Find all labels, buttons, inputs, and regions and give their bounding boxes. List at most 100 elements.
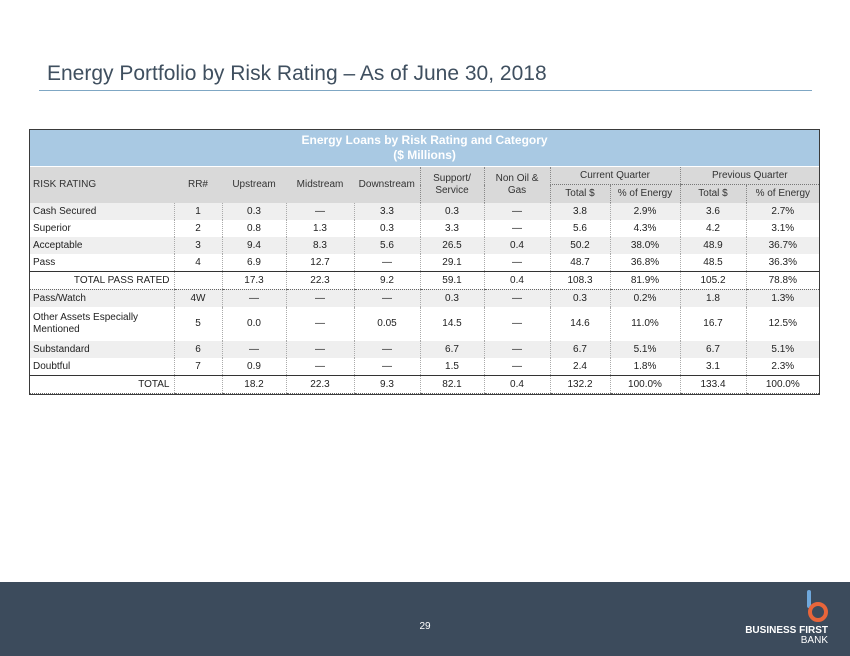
table-cell: 2.7% [745,202,820,220]
table-cell: 38.0% [609,236,680,254]
header-risk-rating: RISK RATING [30,166,174,203]
table-cell: 105.2 [679,270,746,290]
table-cell: 5.1% [745,340,820,358]
table-cell: — [285,306,354,341]
table-cell: 8.3 [285,236,354,254]
row-label: TOTAL PASS RATED [30,270,174,290]
header-previous-pct: % of Energy [745,184,820,203]
table-cell: 29.1 [419,253,484,271]
header-midstream: Midstream [286,166,354,203]
table-cell: — [285,202,354,220]
table-cell: — [483,219,550,237]
table-row: Superior 2 0.8 1.3 0.3 3.3—5.6 4.3% 4.2 3.1% [30,219,820,237]
table-cell: 11.0% [609,306,680,341]
table-cell: 48.7 [549,253,610,271]
row-label: Superior [33,222,71,234]
header-upstream: Upstream [222,166,286,203]
table-cell: 12.7 [285,253,354,271]
table-cell: 3.3 [419,219,484,237]
table-cell: 0.4 [483,374,550,394]
table-cell: 5 [173,306,222,341]
table-cell: 108.3 [549,270,610,290]
table-cell: 0.4 [483,270,550,290]
table-cell: 0.3 [353,219,420,237]
table-cell: 0.3 [419,202,484,220]
table-cell: 9.2 [353,270,420,290]
table-cell: 4W [173,289,222,307]
table-cell: 3.1% [745,219,820,237]
header-current-total: Total $ [549,184,610,203]
table-cell: 22.3 [285,374,354,394]
table-cell: 132.2 [549,374,610,394]
table-cell: 6.7 [549,340,610,358]
page-title: Energy Portfolio by Risk Rating – As of … [47,62,547,85]
table-cell: 1.8 [679,289,746,307]
table-cell: 50.2 [549,236,610,254]
table-row: TOTAL 18.2 22.3 9.3 82.1 0.4 132.2 100.0% 133.4 1… [30,374,820,394]
table-cell: 36.8% [609,253,680,271]
table-cell: 0.8 [221,219,286,237]
table-cell: 100.0% [609,374,680,394]
table-cell: 4 [173,253,222,271]
table-cell: 3.8 [549,202,610,220]
table-row: Cash Secured 1 0.3—3.3 0.3—3.8 2.9% 3.6 2.7% [30,202,820,220]
b-logo-icon [807,590,828,622]
table-cell: — [221,289,286,307]
table-cell: 7 [173,357,222,375]
table-cell: 82.1 [419,374,484,394]
table-cell: — [483,340,550,358]
table-cell [173,374,222,394]
table-cell: 100.0% [745,374,820,394]
table-row: Acceptable 3 9.4 8.3 5.6 26.5 0.4 50.2 38.0% 48.9… [30,236,820,254]
table-cell: 78.8% [745,270,820,290]
banner-subtitle: ($ Millions) [393,148,456,162]
table-cell: 14.6 [549,306,610,341]
table-cell: 0.3 [549,289,610,307]
table-cell: 133.4 [679,374,746,394]
table-cell: — [353,340,420,358]
table-cell: 1.3% [745,289,820,307]
header-rr: RR# [174,166,222,203]
table-cell [173,270,222,290]
table-cell: — [483,357,550,375]
table-cell: — [483,306,550,341]
page-number: 29 [419,621,431,632]
table-cell: 5.1% [609,340,680,358]
table-body: Cash Secured 1 0.3—3.3 0.3—3.8 2.9% 3.6 2.7% Su… [30,202,820,394]
table-cell: 0.3 [221,202,286,220]
bank-logo-text: BUSINESS FIRST BANK [720,626,828,646]
logo-sub-text: BANK [800,635,828,646]
header-nonoil-line2: Gas [507,184,527,196]
row-label: Substandard [30,340,174,358]
table-cell: — [483,289,550,307]
table-cell: 0.2% [609,289,680,307]
table-cell: 0.05 [353,306,420,341]
header-current-pct: % of Energy [609,184,680,203]
logo-main-text: BUSINESS FIRST [745,625,828,636]
table-cell: 2.9% [609,202,680,220]
table-cell: 12.5% [745,306,820,341]
table-row: Doubtful 7 0.9— —1.5—2.4 1.8% 3.1 2.3% [30,357,820,375]
table-cell: 81.9% [609,270,680,290]
banner-title: Energy Loans by Risk Rating and Category [301,133,548,147]
table-cell: 2 [173,219,222,237]
table-cell: — [285,289,354,307]
table-row: Pass/Watch 4W — — —0.3—0.3 0.2% 1.8 1.3% [30,289,820,307]
table-cell: 0.3 [419,289,484,307]
table-row: Other Assets Especially Mentioned 5 0.0—0.… [30,306,820,341]
table-cell: 9.4 [221,236,286,254]
table-cell: 3.3 [353,202,420,220]
table-cell: 6 [173,340,222,358]
table-cell: 2.4 [549,357,610,375]
table-cell: 59.1 [419,270,484,290]
table-cell: — [353,253,420,271]
header-current-quarter: Current Quarter [549,166,680,185]
table-cell: 2.3% [745,357,820,375]
table-cell: 3.1 [679,357,746,375]
row-label: Pass/Watch [30,289,174,307]
header-nonoil-line1: Non Oil & [495,172,539,184]
table-cell: 26.5 [419,236,484,254]
row-label: Doubtful [33,360,71,372]
header-previous-quarter: Previous Quarter [679,166,820,185]
table-row: TOTAL PASS RATED 17.3 22.3 9.2 59.1 0.4 108.3 8… [30,270,820,290]
